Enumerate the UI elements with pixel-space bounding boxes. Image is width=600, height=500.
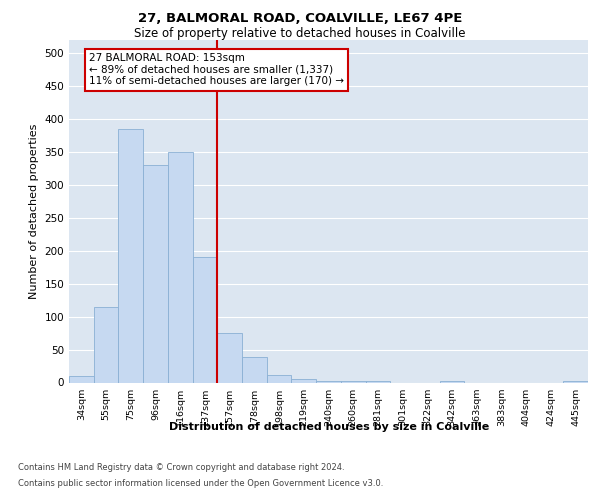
Bar [341, 380, 365, 382]
Bar [440, 380, 464, 382]
Bar [193, 258, 217, 382]
Text: 27, BALMORAL ROAD, COALVILLE, LE67 4PE: 27, BALMORAL ROAD, COALVILLE, LE67 4PE [138, 12, 462, 26]
Bar [292, 379, 316, 382]
Bar [118, 129, 143, 382]
Text: Contains HM Land Registry data © Crown copyright and database right 2024.: Contains HM Land Registry data © Crown c… [18, 462, 344, 471]
Bar [143, 165, 168, 382]
Bar [168, 152, 193, 382]
Bar [69, 376, 94, 382]
Bar [242, 358, 267, 382]
Bar [217, 333, 242, 382]
Y-axis label: Number of detached properties: Number of detached properties [29, 124, 39, 299]
Text: Distribution of detached houses by size in Coalville: Distribution of detached houses by size … [169, 422, 489, 432]
Bar [94, 307, 118, 382]
Bar [316, 380, 341, 382]
Text: 27 BALMORAL ROAD: 153sqm
← 89% of detached houses are smaller (1,337)
11% of sem: 27 BALMORAL ROAD: 153sqm ← 89% of detach… [89, 53, 344, 86]
Bar [563, 380, 588, 382]
Text: Contains public sector information licensed under the Open Government Licence v3: Contains public sector information licen… [18, 479, 383, 488]
Bar [365, 380, 390, 382]
Text: Size of property relative to detached houses in Coalville: Size of property relative to detached ho… [134, 28, 466, 40]
Bar [267, 374, 292, 382]
